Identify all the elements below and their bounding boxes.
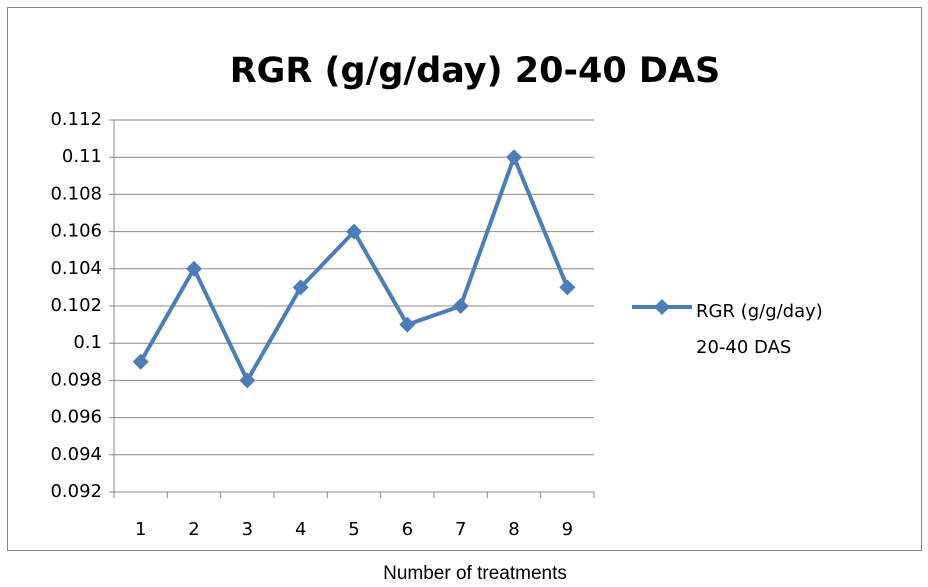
chart-title: RGR (g/g/day) 20-40 DAS	[230, 51, 721, 91]
chart-frame	[7, 7, 922, 551]
y-tick-label: 0.106	[50, 221, 102, 242]
y-tick-label: 0.1	[73, 332, 102, 353]
x-tick-label: 7	[455, 519, 466, 540]
x-tick-label: 8	[508, 519, 519, 540]
legend-marker	[654, 299, 670, 315]
y-tick-label: 0.102	[50, 295, 102, 316]
x-axis-title: Number of treatments	[383, 563, 567, 584]
data-point	[239, 372, 256, 389]
data-point	[452, 298, 469, 314]
y-tick-label: 0.096	[50, 407, 102, 428]
x-tick-label: 1	[135, 519, 146, 540]
x-tick-label: 3	[242, 519, 253, 540]
y-tick-label: 0.108	[50, 183, 102, 204]
data-point	[346, 223, 362, 240]
y-tick-label: 0.11	[62, 146, 102, 167]
x-tick-label: 5	[348, 519, 359, 540]
y-tick-label: 0.112	[50, 109, 102, 130]
y-tick-label: 0.092	[50, 481, 102, 502]
data-point	[559, 279, 576, 296]
data-point	[292, 279, 309, 296]
y-tick-label: 0.104	[50, 258, 102, 279]
x-tick-label: 9	[562, 519, 573, 540]
legend-label: RGR (g/g/day) 20-40 DAS	[696, 301, 823, 358]
data-point	[186, 260, 202, 277]
data-point	[132, 353, 149, 370]
data-point	[506, 149, 522, 166]
y-tick-label: 0.094	[50, 444, 102, 465]
x-tick-label: 2	[188, 519, 199, 540]
data-point	[399, 316, 416, 333]
y-tick-label: 0.098	[50, 369, 102, 390]
x-tick-label: 6	[402, 519, 413, 540]
x-tick-label: 4	[295, 519, 306, 540]
